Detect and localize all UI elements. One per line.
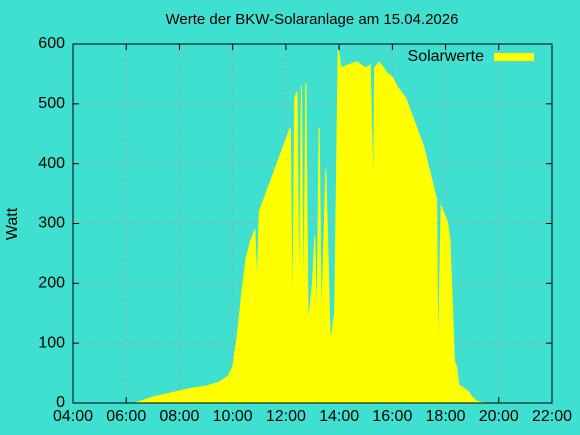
x-tick-label: 04:00 — [53, 408, 93, 425]
x-tick-label: 10:00 — [213, 408, 253, 425]
legend-label: Solarwerte — [408, 48, 485, 65]
y-tick-label: 500 — [38, 95, 65, 112]
y-tick-label: 600 — [38, 35, 65, 52]
x-tick-label: 18:00 — [426, 408, 466, 425]
x-tick-label: 20:00 — [479, 408, 519, 425]
y-tick-label: 200 — [38, 275, 65, 292]
y-tick-label: 300 — [38, 215, 65, 232]
chart-title: Werte der BKW-Solaranlage am 15.04.2026 — [166, 11, 459, 28]
x-tick-label: 22:00 — [532, 408, 572, 425]
x-tick-label: 16:00 — [372, 408, 412, 425]
y-tick-label: 0 — [56, 394, 65, 411]
x-tick-label: 06:00 — [106, 408, 146, 425]
plot-frame — [72, 43, 553, 404]
x-tick-label: 12:00 — [266, 408, 306, 425]
legend-swatch — [494, 53, 534, 61]
y-axis-label: Watt — [4, 207, 21, 240]
x-tick-label: 14:00 — [319, 408, 359, 425]
area — [134, 49, 486, 404]
x-tick-label: 08:00 — [159, 408, 199, 425]
y-tick-label: 400 — [38, 155, 65, 172]
y-tick-label: 100 — [38, 334, 65, 351]
